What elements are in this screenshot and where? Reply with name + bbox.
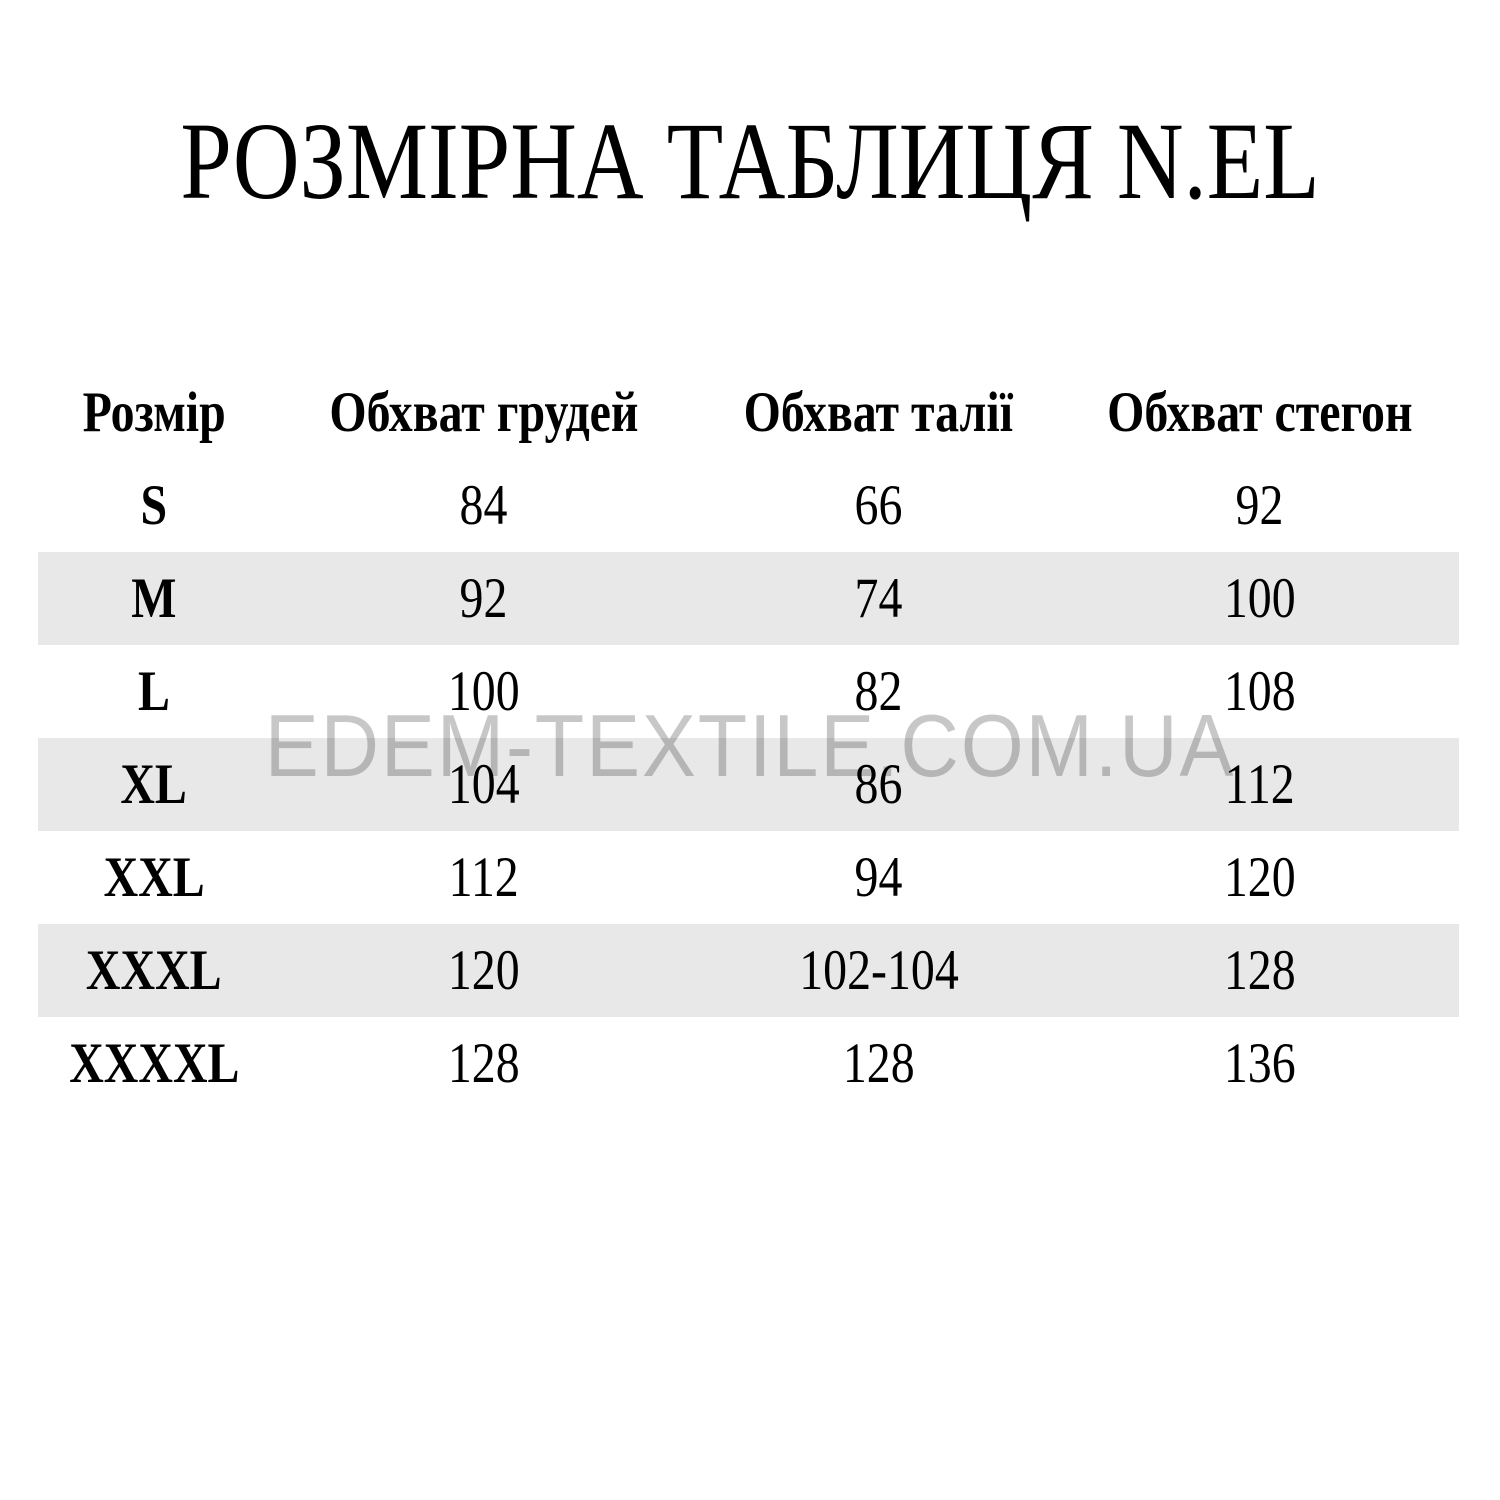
- size-label: L: [138, 660, 170, 723]
- column-header-chest: Обхват грудей: [328, 381, 639, 444]
- cell-size: L: [38, 645, 270, 738]
- cell-waist: 102-104: [697, 924, 1060, 1017]
- waist-value: 66: [854, 474, 903, 537]
- cell-size: XXL: [38, 831, 270, 924]
- chest-value: 120: [447, 939, 520, 1002]
- cell-hips: 108: [1060, 645, 1459, 738]
- chest-value: 100: [447, 660, 520, 723]
- header-cell-chest: Обхват грудей: [270, 366, 697, 459]
- cell-size: M: [38, 552, 270, 645]
- cell-hips: 92: [1060, 459, 1459, 552]
- waist-value: 74: [854, 567, 903, 630]
- cell-waist: 86: [697, 738, 1060, 831]
- hips-value: 120: [1223, 846, 1296, 909]
- waist-value: 86: [854, 753, 903, 816]
- page-title: РОЗМІРНА ТАБЛИЦЯ N.EL: [180, 100, 1320, 222]
- table-row: XXXXL 128 128 136: [38, 1017, 1459, 1110]
- table-row: L 100 82 108: [38, 645, 1459, 738]
- hips-value: 108: [1223, 660, 1296, 723]
- hips-value: 100: [1223, 567, 1296, 630]
- cell-hips: 128: [1060, 924, 1459, 1017]
- table-row: M 92 74 100: [38, 552, 1459, 645]
- size-label: XXXL: [86, 939, 222, 1002]
- cell-size: XXXL: [38, 924, 270, 1017]
- cell-hips: 100: [1060, 552, 1459, 645]
- column-header-hips: Обхват стегон: [1106, 381, 1413, 444]
- header-cell-waist: Обхват талії: [697, 366, 1060, 459]
- table-row: XXL 112 94 120: [38, 831, 1459, 924]
- table-header-row: Розмір Обхват грудей Обхват талії Обхват…: [38, 366, 1459, 459]
- cell-size: XL: [38, 738, 270, 831]
- cell-waist: 66: [697, 459, 1060, 552]
- waist-value: 94: [854, 846, 903, 909]
- hips-value: 92: [1235, 474, 1284, 537]
- hips-value: 128: [1223, 939, 1296, 1002]
- cell-waist: 82: [697, 645, 1060, 738]
- table-row: XXXL 120 102-104 128: [38, 924, 1459, 1017]
- size-table: Розмір Обхват грудей Обхват талії Обхват…: [38, 366, 1459, 1110]
- size-label: XXL: [103, 846, 205, 909]
- hips-value: 112: [1224, 753, 1295, 816]
- chest-value: 104: [447, 753, 520, 816]
- size-label: XXXXL: [68, 1032, 240, 1095]
- cell-chest: 104: [270, 738, 697, 831]
- cell-hips: 112: [1060, 738, 1459, 831]
- cell-size: XXXXL: [38, 1017, 270, 1110]
- cell-hips: 136: [1060, 1017, 1459, 1110]
- header-cell-hips: Обхват стегон: [1060, 366, 1459, 459]
- hips-value: 136: [1223, 1032, 1296, 1095]
- size-label: S: [140, 474, 168, 537]
- table-row: S 84 66 92: [38, 459, 1459, 552]
- cell-chest: 84: [270, 459, 697, 552]
- column-header-size: Розмір: [82, 381, 226, 444]
- chest-value: 92: [459, 567, 508, 630]
- header-cell-size: Розмір: [38, 366, 270, 459]
- chest-value: 128: [447, 1032, 520, 1095]
- cell-size: S: [38, 459, 270, 552]
- cell-chest: 128: [270, 1017, 697, 1110]
- chest-value: 84: [459, 474, 508, 537]
- chest-value: 112: [448, 846, 519, 909]
- cell-chest: 120: [270, 924, 697, 1017]
- waist-value: 128: [842, 1032, 915, 1095]
- cell-waist: 74: [697, 552, 1060, 645]
- cell-chest: 92: [270, 552, 697, 645]
- cell-waist: 128: [697, 1017, 1060, 1110]
- cell-chest: 112: [270, 831, 697, 924]
- column-header-waist: Обхват талії: [743, 381, 1014, 444]
- size-label: XL: [120, 753, 188, 816]
- cell-waist: 94: [697, 831, 1060, 924]
- cell-chest: 100: [270, 645, 697, 738]
- waist-value: 102-104: [798, 939, 959, 1002]
- cell-hips: 120: [1060, 831, 1459, 924]
- size-label: M: [131, 567, 177, 630]
- table-row: XL 104 86 112: [38, 738, 1459, 831]
- waist-value: 82: [854, 660, 903, 723]
